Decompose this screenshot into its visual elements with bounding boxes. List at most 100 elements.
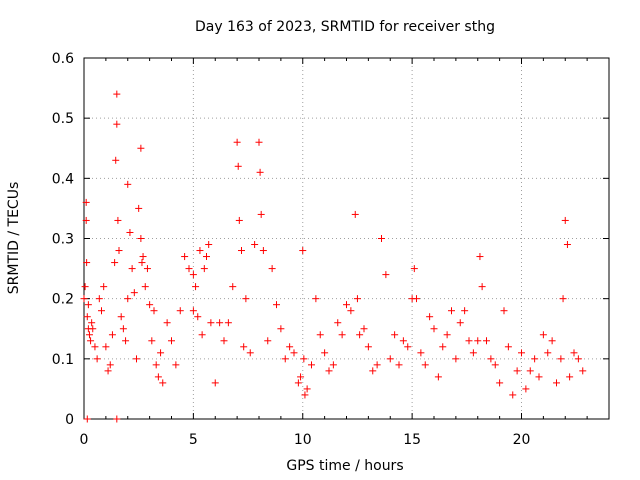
data-point (216, 319, 224, 327)
data-point (373, 361, 381, 369)
data-point (474, 337, 482, 345)
data-point (189, 271, 197, 279)
data-point (500, 307, 508, 315)
y-axis-label: SRMTID / TECUs (6, 182, 22, 295)
data-point (465, 337, 473, 345)
data-point (82, 216, 90, 224)
data-point (83, 415, 91, 423)
data-point (81, 283, 89, 291)
data-point (369, 367, 377, 375)
data-point (325, 367, 333, 375)
data-point (176, 307, 184, 315)
data-point (192, 283, 200, 291)
data-point (113, 90, 121, 98)
grid (84, 58, 609, 419)
data-point (443, 331, 451, 339)
data-point (277, 325, 285, 333)
data-point (553, 379, 560, 387)
data-point (89, 325, 97, 333)
data-point (181, 253, 189, 261)
data-point (83, 259, 91, 267)
data-point (513, 367, 521, 375)
y-tick-label: 0.3 (52, 232, 74, 248)
data-point (106, 361, 114, 369)
data-point (426, 313, 434, 321)
data-point (137, 235, 145, 242)
data-point (154, 373, 162, 381)
data-point (526, 367, 534, 375)
data-point (286, 343, 294, 351)
data-point (364, 343, 372, 351)
data-point (299, 247, 307, 255)
data-point (483, 337, 490, 345)
data-point (382, 271, 390, 279)
data-point (240, 343, 248, 351)
data-point (137, 144, 145, 152)
data-point (308, 361, 315, 369)
data-point (238, 247, 245, 255)
data-point (338, 331, 346, 339)
data-point (229, 283, 237, 291)
data-point (417, 349, 425, 357)
data-point (251, 241, 259, 249)
data-point (476, 253, 484, 261)
data-point (391, 331, 399, 339)
data-point (430, 325, 438, 333)
x-tick-label: 15 (403, 432, 421, 448)
data-point (303, 385, 311, 393)
data-point (117, 313, 125, 321)
data-point (257, 210, 265, 218)
data-point (146, 301, 154, 309)
data-point (148, 337, 156, 345)
data-point (353, 295, 361, 303)
data-point (122, 337, 130, 345)
data-point (82, 198, 90, 206)
data-point (113, 415, 121, 423)
data-point (294, 379, 302, 387)
data-point (509, 391, 517, 399)
data-point (255, 138, 263, 146)
data-point (211, 379, 219, 387)
data-point (574, 355, 582, 363)
data-point (233, 138, 241, 146)
data-point (259, 247, 267, 255)
data-point (194, 313, 202, 321)
x-tick-label: 10 (294, 432, 312, 448)
data-point (561, 216, 569, 224)
data-point (347, 307, 355, 315)
data-point (234, 162, 242, 170)
x-tick-label: 20 (513, 432, 531, 448)
data-point (108, 331, 116, 339)
data-point (273, 301, 280, 309)
data-point (329, 361, 337, 369)
data-point (87, 337, 95, 345)
data-point (487, 355, 495, 363)
data-point (139, 253, 147, 261)
data-point (321, 349, 329, 357)
data-point (290, 349, 298, 357)
data-point (356, 331, 364, 339)
data-point (300, 355, 308, 363)
data-point (119, 325, 127, 333)
data-point (138, 259, 146, 267)
data-point (115, 247, 123, 255)
data-point (80, 295, 88, 303)
data-point (316, 331, 324, 339)
data-point (421, 361, 429, 369)
data-point (491, 361, 499, 369)
plot-frame (83, 57, 610, 420)
data-point (478, 283, 486, 291)
data-point (207, 319, 215, 327)
data-point (150, 307, 158, 315)
data-point (200, 265, 208, 273)
data-point (133, 355, 140, 363)
data-point (256, 168, 264, 176)
data-point (504, 343, 512, 351)
data-point (196, 247, 204, 255)
data-point (172, 361, 180, 369)
data-point (531, 355, 539, 363)
data-point (360, 325, 368, 333)
data-point (264, 337, 272, 345)
data-point (378, 235, 385, 242)
